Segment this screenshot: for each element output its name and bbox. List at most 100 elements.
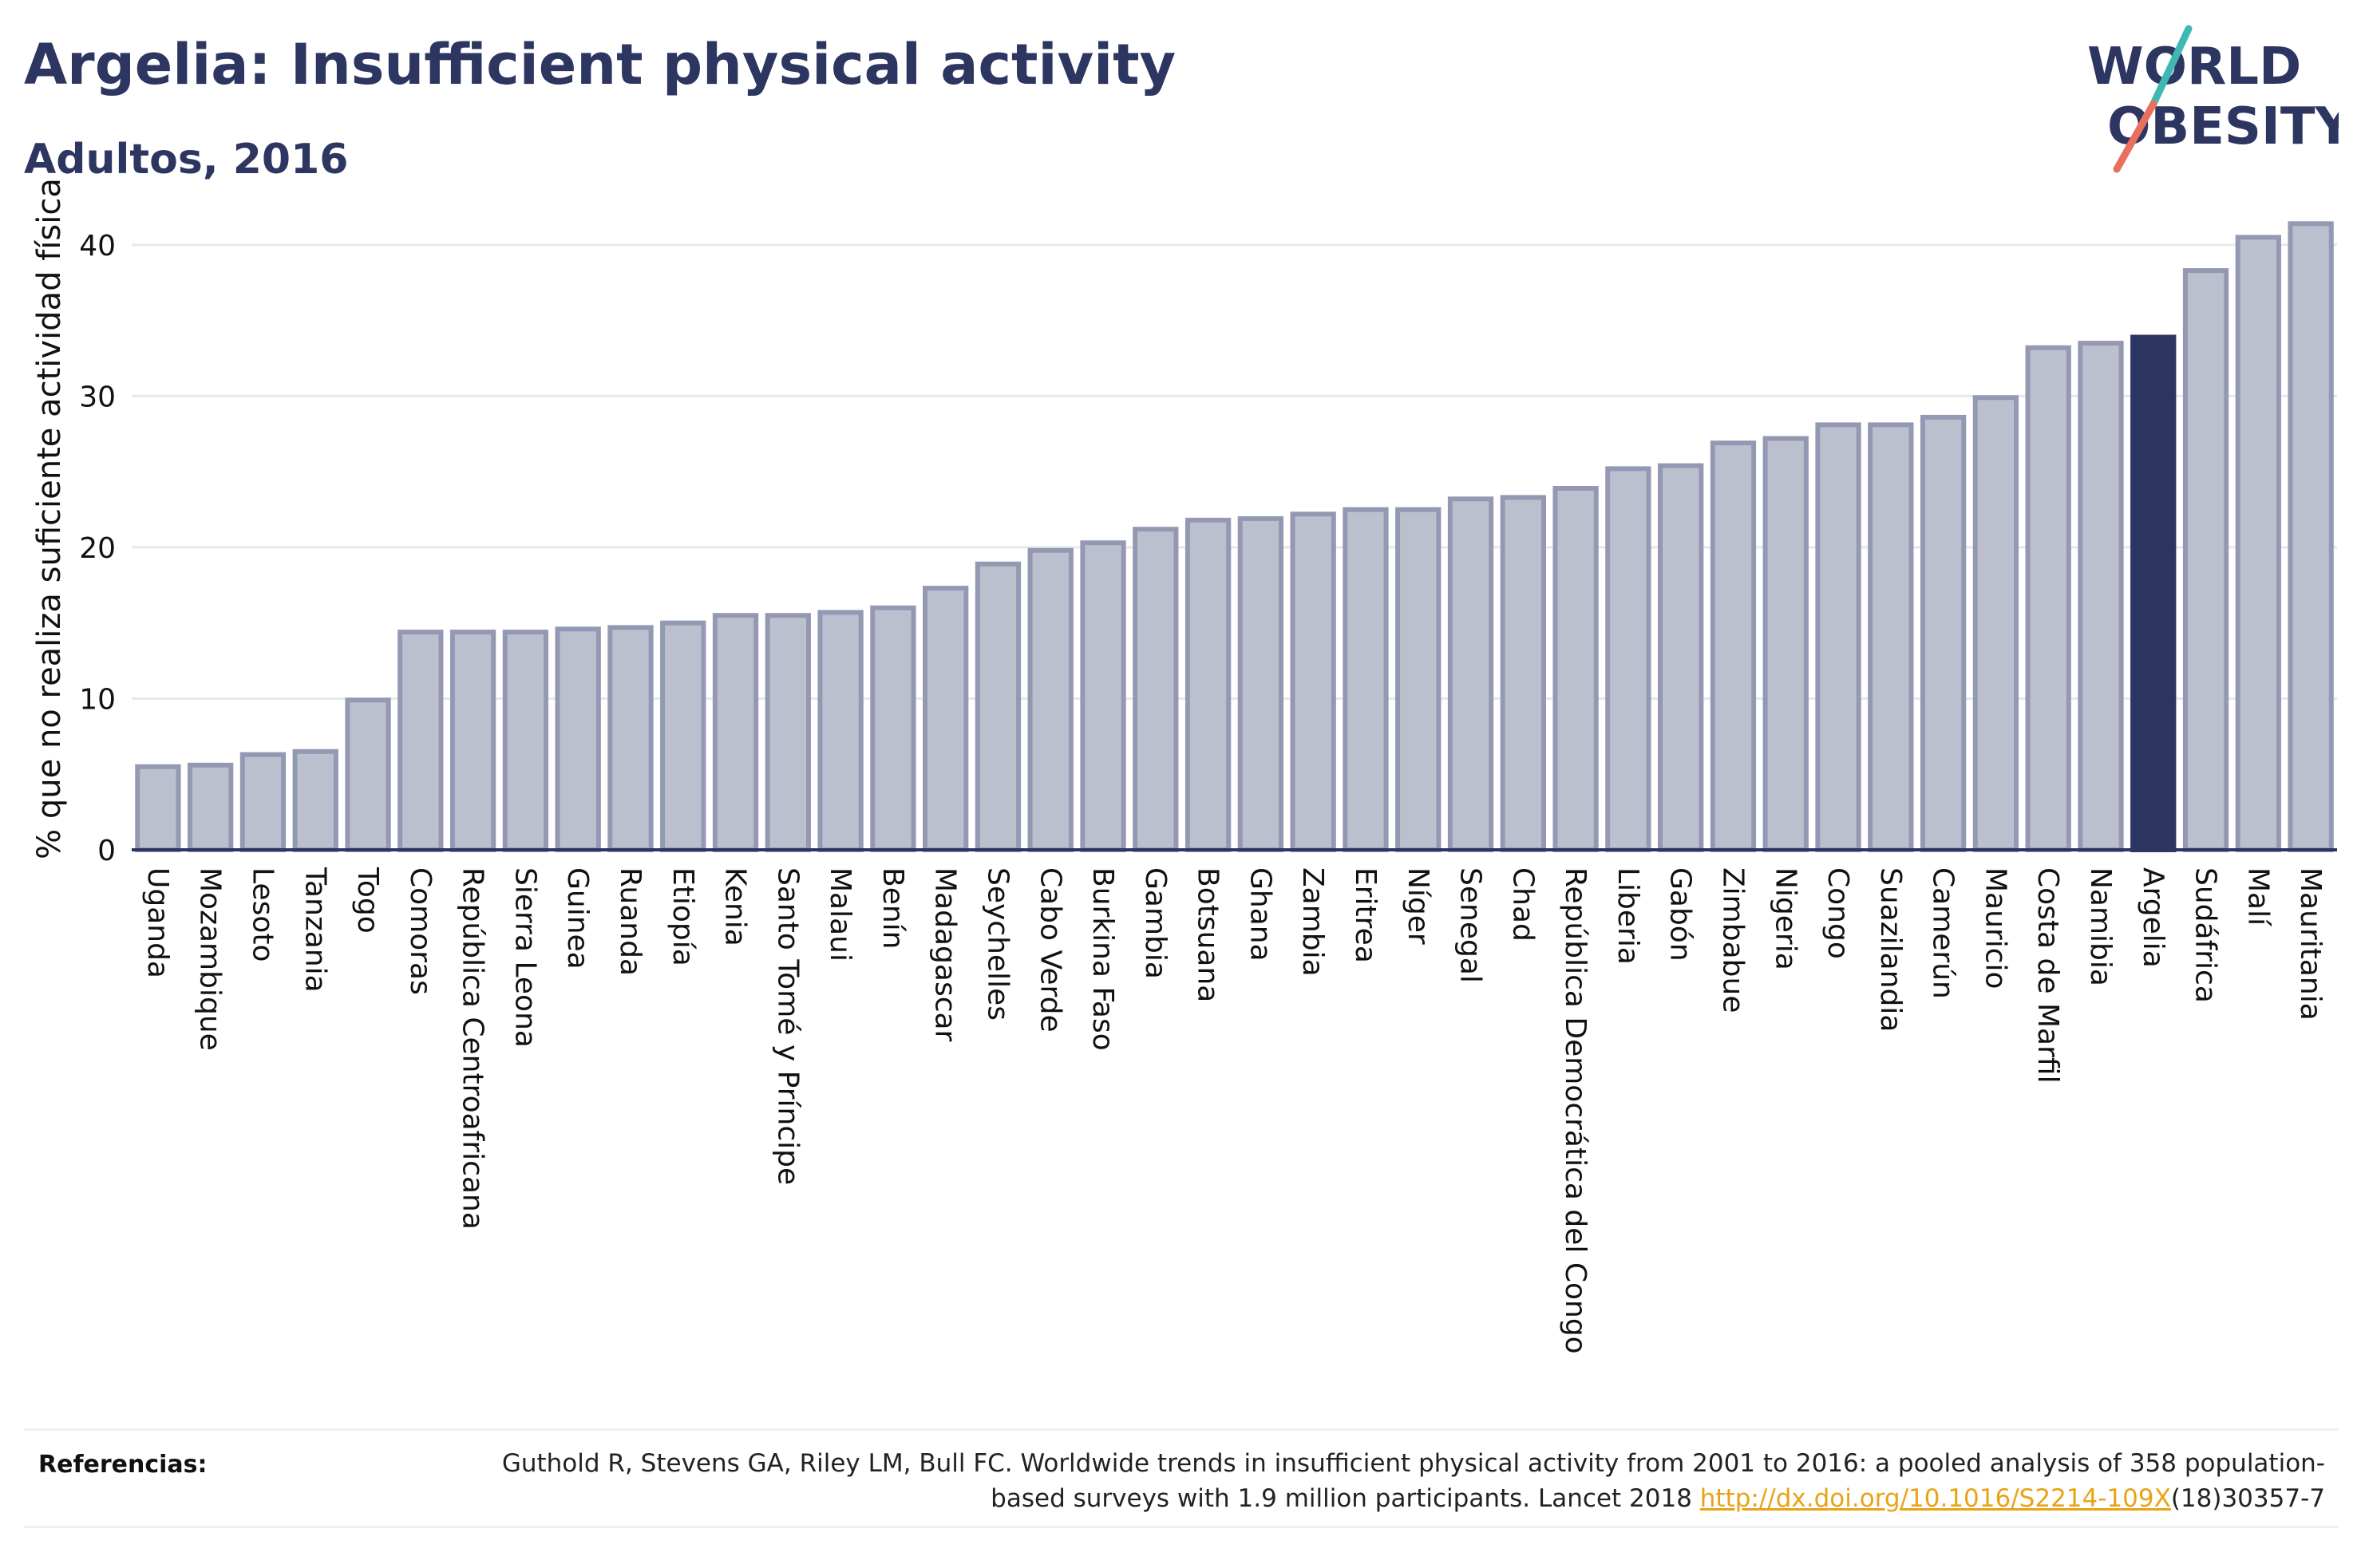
x-tick-label: Namibia [2084,867,2117,986]
reference-citation: Guthold R, Stevens GA, Riley LM, Bull FC… [501,1449,2325,1513]
x-tick-label: Ghana [1244,867,1276,962]
bar-costa-de-marfil [2025,345,2071,852]
bar-rep-blica-democr-tica-del-congo [1552,486,1599,853]
x-tick-label: Senegal [1454,867,1487,983]
x-tick-label: República Democrática del Congo [1559,867,1592,1354]
bar-cabo-verde [1027,547,1074,853]
reference-doi-link[interactable]: http://dx.doi.org/10.1016/S2214-109X [1699,1484,2171,1513]
bar-suazilandia [1868,422,1914,852]
bars [135,221,2334,853]
bar-mauricio [1972,395,2019,852]
x-tick-label: Uganda [141,867,174,978]
x-tick-labels: Uganda Mozambique Lesoto Tanzania Togo Comora… [141,867,2327,1354]
y-axis-label: % que no realiza suficiente actividad fí… [31,178,68,859]
y-tick-label: 10 [79,683,116,716]
x-tick-label: Lesoto [246,867,279,962]
bar-mal- [2235,235,2281,852]
bar-namibia [2078,341,2124,852]
y-tick-label: 40 [79,230,116,263]
x-tick-label: Sierra Leona [508,867,541,1048]
bar-sierra-leona [502,630,549,852]
x-tick-label: Etiopía [666,867,699,966]
x-tick-label: Mauritania [2294,867,2327,1021]
references-label: Referencias: [38,1451,208,1479]
chart-title: Argelia: Insufficient physical activity [24,32,1177,97]
x-tick-label: Madagascar [929,867,962,1042]
x-tick-label: Botsuana [1192,867,1224,1002]
x-tick-label: Comoras [404,867,437,995]
world-obesity-logo: WORLD OBESITY [2087,25,2339,173]
logo-slash-bottom [2113,100,2157,173]
bar-burkina-faso [1080,540,1126,853]
x-tick-label: Burkina Faso [1086,867,1119,1051]
logo-line1: WORLD [2087,38,2301,97]
x-tick-label: Suazilandia [1874,867,1907,1032]
bar-malaui [817,610,864,852]
bar-lesoto [239,752,287,852]
x-tick-label: Gabón [1664,867,1697,962]
bar-gab-n [1658,463,1704,853]
bar-ruanda [607,625,654,852]
bar-camer-n [1920,414,1967,852]
reference-divider-bottom [24,1526,2339,1528]
logo-line2: OBESITY [2107,97,2339,156]
bar-guinea [555,626,601,852]
bar-argelia [2130,334,2177,852]
bar-etiop-a [660,620,706,853]
bar-tanzania [292,748,338,852]
x-tick-label: Benín [876,867,909,949]
bar-senegal [1447,496,1494,852]
bar-botsuana [1184,517,1232,852]
reference-citation-suffix: (18)30357-7 [2170,1484,2325,1513]
bar-kenia [712,613,759,853]
x-tick-label: Nigeria [1769,867,1801,970]
bar-togo [345,697,391,853]
x-tick-label: Guinea [561,867,594,970]
logo-slash-top [2149,25,2193,108]
bar-rep-blica-centroafricana [449,630,496,852]
chart-subtitle: Adultos, 2016 [24,136,349,184]
x-tick-label: Zimbabue [1716,867,1749,1013]
bar-zimbabue [1710,440,1757,853]
x-tick-label: Liberia [1612,867,1644,965]
x-tick-label: Eritrea [1349,867,1382,963]
x-tick-label: República Centroafricana [457,867,489,1230]
bar-eritrea [1343,507,1389,852]
x-tick-label: Mozambique [194,867,227,1051]
x-tick-label: Zambia [1296,867,1329,977]
bar-liberia [1605,466,1651,852]
references-text: Guthold R, Stevens GA, Riley LM, Bull FC… [489,1446,2325,1516]
bar-comoras [397,630,444,852]
bar-uganda [135,764,181,852]
grid-lines [132,243,2337,700]
bar-ghana [1237,515,1284,852]
x-tick-label: Sudáfrica [2189,867,2222,1003]
y-tick-label: 20 [79,532,116,565]
bar-gambia [1133,527,1179,852]
x-tick-label: Argelia [2137,867,2169,968]
y-tick-label: 30 [79,381,116,413]
reference-divider-top [24,1428,2339,1431]
bar-chad [1500,495,1546,852]
x-tick-label: Gambia [1139,867,1172,979]
bar-mozambique [188,762,234,853]
x-tick-label: Tanzania [299,867,331,993]
bar-santo-tom-y-pr-ncipe [765,613,811,853]
x-tick-label: Camerún [1927,867,1960,999]
bar-zambia [1290,511,1336,852]
x-tick-label: Chad [1506,867,1539,942]
x-tick-label: Níger [1402,867,1434,945]
x-tick-label: Malaui [824,867,856,962]
x-tick-label: Santo Tomé y Príncipe [771,867,804,1185]
x-tick-label: Costa de Marfil [2031,867,2064,1084]
x-tick-label: Seychelles [981,867,1014,1021]
y-tick-label: 0 [97,835,116,867]
y-tick-labels: 0 10 20 30 40 [79,230,116,867]
bar-seychelles [975,561,1022,852]
bar-mauritania [2288,221,2334,853]
x-tick-label: Cabo Verde [1034,867,1066,1033]
bar-sud-frica [2182,268,2229,852]
x-tick-label: Ruanda [614,867,647,976]
x-tick-label: Malí [2241,867,2274,926]
x-tick-label: Mauricio [1979,867,2011,989]
